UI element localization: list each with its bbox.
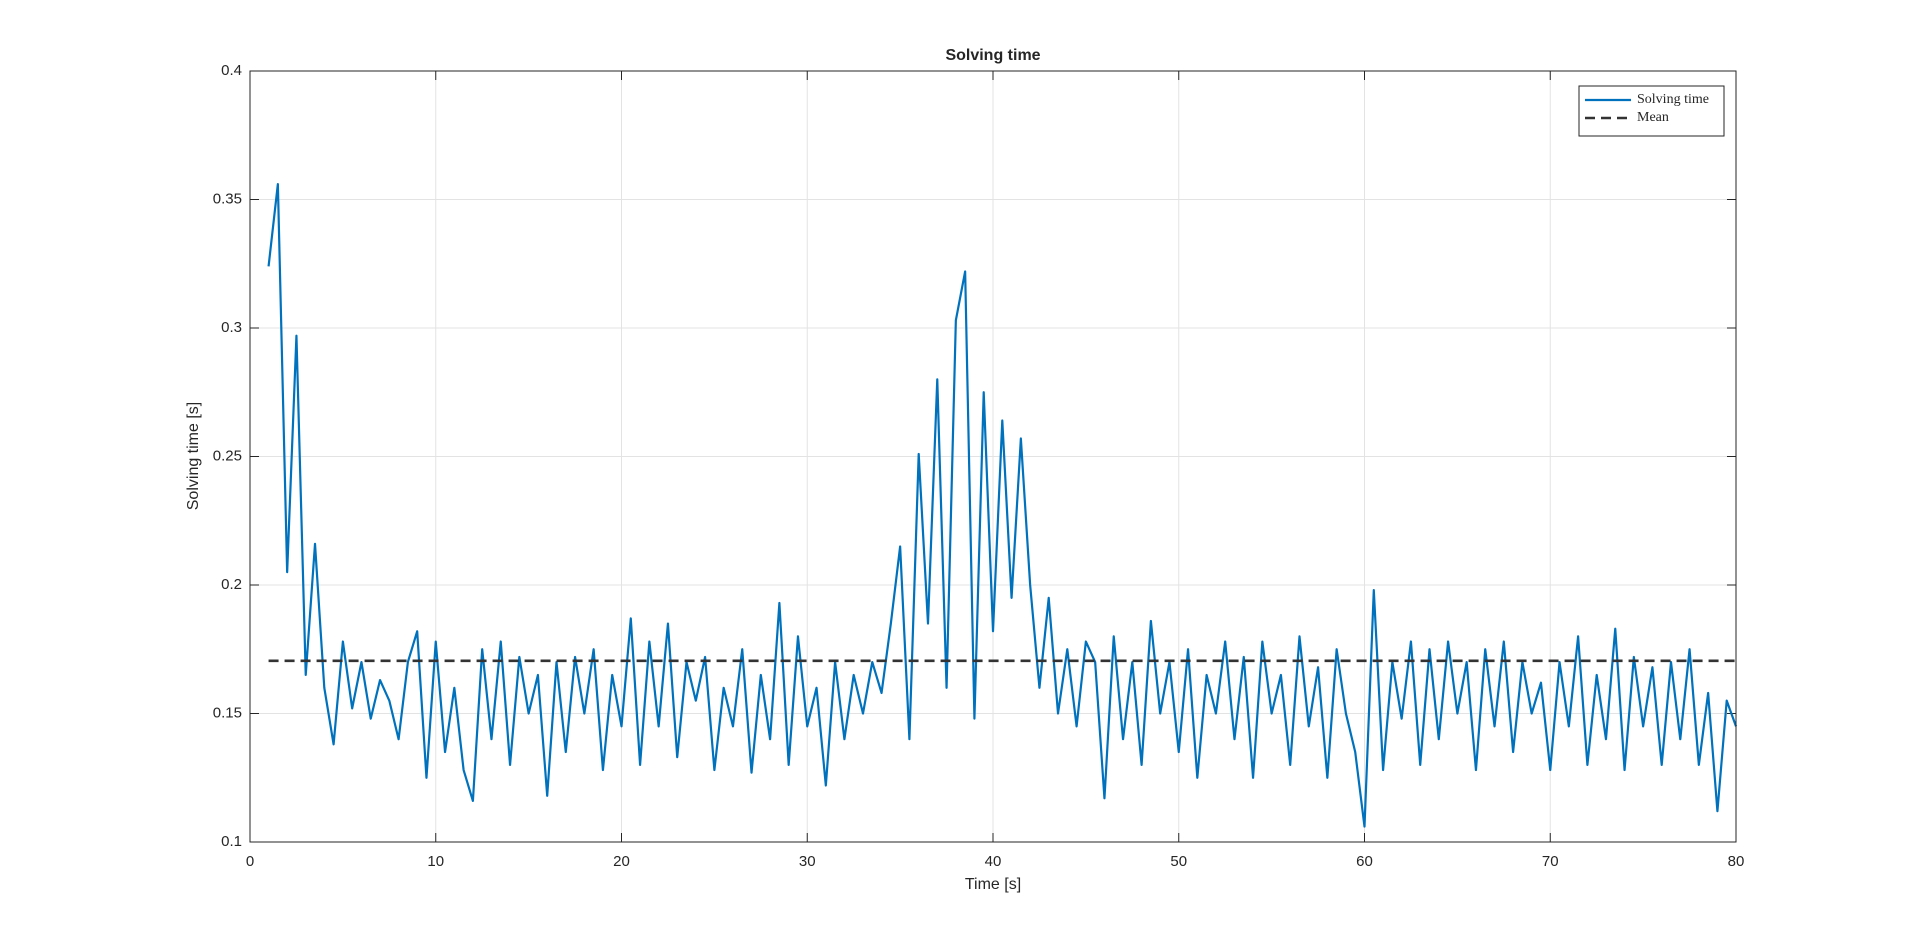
y-tick-label: 0.3 [221,319,242,336]
legend-label: Solving time [1637,92,1709,107]
x-tick-label: 0 [246,853,254,870]
series-line [267,182,1738,828]
legend-label: Mean [1637,110,1669,125]
x-tick-label: 70 [1542,853,1559,870]
y-tick-label: 0.2 [221,576,242,593]
y-axis-label: Solving time [s] [185,402,202,510]
x-tick-label: 20 [613,853,630,870]
chart-title: Solving time [945,47,1040,64]
x-tick-label: 30 [799,853,816,870]
x-tick-label: 50 [1170,853,1187,870]
x-tick-label: 80 [1728,853,1745,870]
y-tick-label: 0.4 [221,62,242,79]
x-tick-label: 10 [427,853,444,870]
axes-box [249,70,1737,843]
y-tick-label: 0.35 [213,190,242,207]
x-tick-label: 60 [1356,853,1373,870]
y-tick-label: 0.15 [213,704,242,721]
x-tick-label: 40 [985,853,1002,870]
y-tick-label: 0.1 [221,833,242,850]
legend-box [1578,85,1725,137]
y-tick-label: 0.25 [213,447,242,464]
x-axis-label: Time [s] [965,876,1021,893]
